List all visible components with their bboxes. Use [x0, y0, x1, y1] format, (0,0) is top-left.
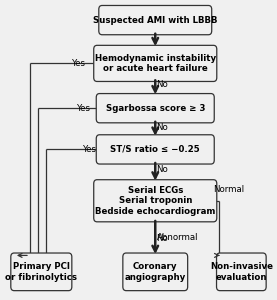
- Text: Hemodynamic instability
or acute heart failure: Hemodynamic instability or acute heart f…: [95, 54, 216, 73]
- Text: Coronary
angiography: Coronary angiography: [125, 262, 186, 281]
- Text: No: No: [157, 234, 168, 243]
- Text: Yes: Yes: [78, 104, 91, 113]
- Text: Yes: Yes: [83, 145, 96, 154]
- FancyBboxPatch shape: [94, 45, 217, 82]
- Text: ST/S ratio ≤ −0.25: ST/S ratio ≤ −0.25: [111, 145, 200, 154]
- Text: No: No: [157, 165, 168, 174]
- Text: Suspected AMI with LBBB: Suspected AMI with LBBB: [93, 16, 217, 25]
- FancyBboxPatch shape: [217, 253, 266, 291]
- Text: Sgarbossa score ≥ 3: Sgarbossa score ≥ 3: [106, 104, 205, 113]
- Text: Normal: Normal: [214, 185, 245, 194]
- Text: Abnormal: Abnormal: [157, 233, 198, 242]
- FancyBboxPatch shape: [94, 180, 217, 222]
- FancyBboxPatch shape: [99, 5, 212, 35]
- Text: Yes: Yes: [72, 59, 86, 68]
- FancyBboxPatch shape: [96, 135, 214, 164]
- Text: Non-invasive
evaluation: Non-invasive evaluation: [210, 262, 273, 281]
- FancyBboxPatch shape: [123, 253, 188, 291]
- Text: Serial ECGs
Serial troponin
Bedside echocardiogram: Serial ECGs Serial troponin Bedside echo…: [95, 186, 216, 216]
- FancyBboxPatch shape: [96, 94, 214, 123]
- Text: Primary PCI
or fibrinolytics: Primary PCI or fibrinolytics: [5, 262, 77, 281]
- Text: No: No: [157, 122, 168, 131]
- FancyBboxPatch shape: [11, 253, 72, 291]
- Text: No: No: [157, 80, 168, 89]
